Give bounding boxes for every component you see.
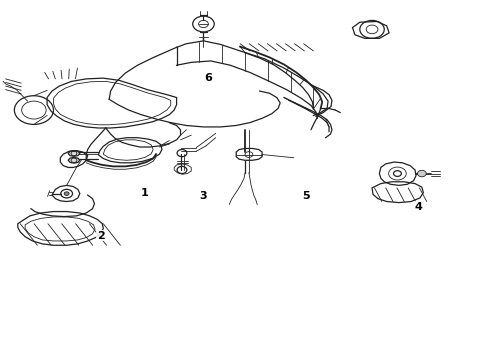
Text: 3: 3 [199, 191, 207, 201]
Text: 1: 1 [141, 188, 148, 198]
Text: 2: 2 [97, 231, 105, 240]
Text: 5: 5 [302, 191, 310, 201]
Polygon shape [68, 157, 80, 163]
Text: 6: 6 [204, 73, 212, 83]
Circle shape [64, 192, 69, 195]
Circle shape [417, 170, 426, 177]
Polygon shape [68, 150, 80, 156]
Text: 4: 4 [415, 202, 422, 212]
